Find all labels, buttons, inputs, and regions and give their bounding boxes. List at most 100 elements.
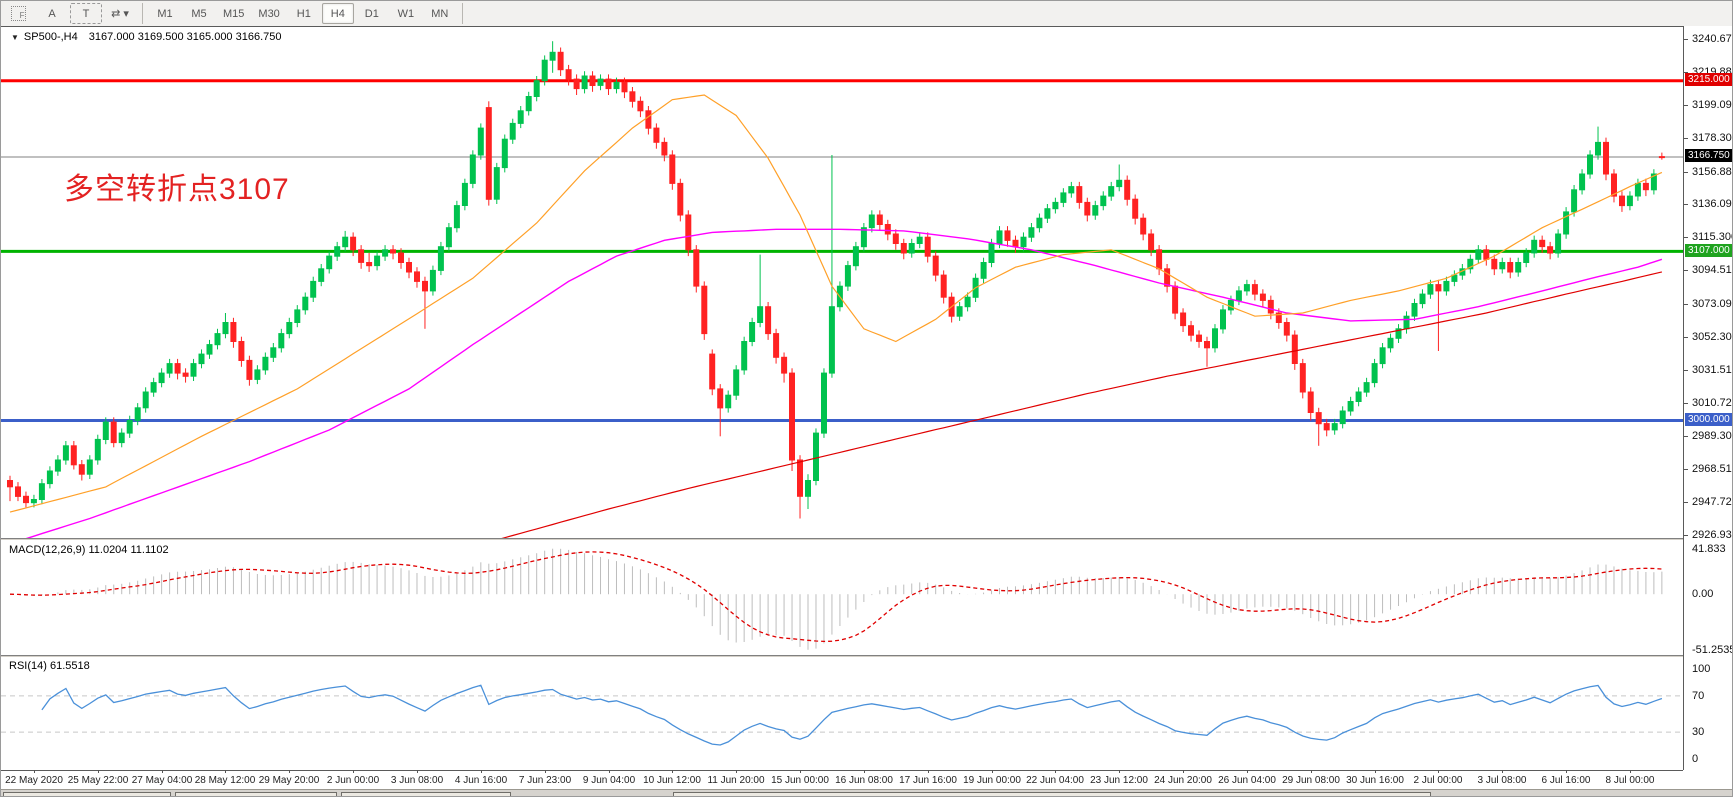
axis-tick <box>1684 172 1688 173</box>
time-axis-tick <box>1055 770 1056 773</box>
price-axis-label: 2968.510 <box>1692 463 1732 475</box>
pattern-grid-icon[interactable]: F <box>2 3 34 24</box>
symbol-period-label: SP500-,H4 <box>23 31 78 43</box>
time-axis-tick <box>1247 770 1248 773</box>
price-axis-label: 2926.930 <box>1692 529 1732 541</box>
time-axis-tick <box>417 770 418 773</box>
ohlc-values: 3167.000 3169.500 3165.000 3166.750 <box>88 31 282 43</box>
axis-tick <box>1684 502 1688 503</box>
price-axis-label: 3240.670 <box>1692 33 1732 45</box>
timeframe-button-D1[interactable]: D1 <box>364 7 379 20</box>
rsi-label: RSI(14) 61.5518 <box>9 660 90 672</box>
axis-tick <box>1684 138 1688 139</box>
axis-tick <box>1684 105 1688 106</box>
timeframe-button-W1[interactable]: W1 <box>397 7 415 20</box>
axis-tick <box>1684 39 1688 40</box>
bottom-window-tab[interactable] <box>673 792 1431 796</box>
time-axis-tick <box>98 770 99 773</box>
rsi-axis-label: 0 <box>1692 753 1699 765</box>
panel-divider[interactable] <box>1 538 1732 541</box>
price-axis-label: 2947.720 <box>1692 496 1732 508</box>
time-axis-label: 28 May 12:00 <box>194 775 256 786</box>
time-axis-tick <box>545 770 546 773</box>
axis-tick <box>1684 270 1688 271</box>
rsi-axis-label: 30 <box>1692 726 1705 738</box>
price-chart-panel[interactable] <box>1 26 1683 539</box>
time-axis-label: 8 Jul 00:00 <box>1605 775 1655 786</box>
bottom-window-tab[interactable] <box>3 792 171 796</box>
time-axis-label: 17 Jun 16:00 <box>899 775 957 786</box>
time-axis-label: 7 Jun 23:00 <box>518 775 572 786</box>
time-axis-tick <box>1311 770 1312 773</box>
time-axis-tick <box>1119 770 1120 773</box>
timeframe-button-M15[interactable]: M15 <box>223 7 245 20</box>
time-axis-label: 29 May 20:00 <box>258 775 320 786</box>
chart-annotation-text[interactable]: 多空转折点3107 <box>64 173 290 206</box>
price-axis-label: 3010.720 <box>1692 397 1732 409</box>
time-axis-label: 2 Jul 00:00 <box>1413 775 1463 786</box>
toolbar-separator <box>142 3 143 24</box>
axis-tick <box>1684 304 1688 305</box>
text-annotation-icon[interactable]: A <box>48 7 56 20</box>
time-axis-tick <box>1630 770 1631 773</box>
timeframe-button-M30[interactable]: M30 <box>258 7 280 20</box>
price-axis-label: 3094.510 <box>1692 264 1732 276</box>
time-axis-tick <box>162 770 163 773</box>
macd-indicator-panel[interactable] <box>1 542 1683 655</box>
time-axis-tick <box>1502 770 1503 773</box>
time-axis[interactable]: 22 May 2020 25 May 22:00 27 May 04:00 28 Ma… <box>1 770 1683 790</box>
cycle-lines-icon[interactable]: ⇄ ▾ <box>111 8 129 20</box>
time-axis-label: 11 Jun 20:00 <box>707 775 765 786</box>
axis-tick <box>1684 204 1688 205</box>
price-axis-label: 2989.300 <box>1692 430 1732 442</box>
time-axis-label: 16 Jun 08:00 <box>835 775 893 786</box>
time-axis-label: 30 Jun 16:00 <box>1346 775 1404 786</box>
price-axis[interactable]: 3240.6703219.8803199.0903178.3003156.880… <box>1683 26 1733 770</box>
time-axis-label: 27 May 04:00 <box>131 775 193 786</box>
time-axis-tick <box>1375 770 1376 773</box>
timeframe-button-H4[interactable]: H4 <box>321 3 354 24</box>
timeframe-button-M1[interactable]: M1 <box>157 7 173 20</box>
time-axis-label: 23 Jun 12:00 <box>1090 775 1148 786</box>
axis-tick <box>1684 237 1688 238</box>
price-axis-label: 3136.090 <box>1692 198 1732 210</box>
bottom-window-tab[interactable] <box>341 792 511 796</box>
price-level-badge: 3166.750 <box>1685 149 1732 162</box>
price-axis-label: 3052.300 <box>1692 331 1732 343</box>
time-axis-label: 9 Jun 04:00 <box>582 775 636 786</box>
axis-tick <box>1684 337 1688 338</box>
time-axis-label: 24 Jun 20:00 <box>1154 775 1212 786</box>
time-axis-tick <box>736 770 737 773</box>
panel-divider[interactable] <box>1 655 1732 658</box>
axis-tick <box>1684 436 1688 437</box>
time-axis-label: 4 Jun 16:00 <box>454 775 508 786</box>
timeframe-button-M5[interactable]: M5 <box>191 7 207 20</box>
time-axis-tick <box>353 770 354 773</box>
price-axis-label: 3073.090 <box>1692 298 1732 310</box>
time-axis-label: 3 Jun 08:00 <box>390 775 444 786</box>
time-axis-label: 26 Jun 04:00 <box>1218 775 1276 786</box>
timeframe-button-H1[interactable]: H1 <box>296 7 311 20</box>
axis-tick <box>1684 403 1688 404</box>
axis-tick <box>1684 72 1688 73</box>
time-axis-tick <box>34 770 35 773</box>
bottom-window-tab[interactable] <box>175 792 337 796</box>
time-axis-label: 29 Jun 08:00 <box>1282 775 1340 786</box>
price-axis-label: 3031.510 <box>1692 364 1732 376</box>
collapse-triangle-icon[interactable]: ▼ <box>11 33 19 42</box>
price-axis-label: 3178.300 <box>1692 132 1732 144</box>
time-axis-label: 22 May 2020 <box>5 775 63 786</box>
macd-axis-label: 41.833 <box>1692 543 1726 555</box>
time-axis-label: 6 Jul 16:00 <box>1541 775 1591 786</box>
time-axis-tick <box>672 770 673 773</box>
timeframe-button-MN[interactable]: MN <box>431 7 449 20</box>
price-axis-label: 3115.300 <box>1692 231 1733 243</box>
time-axis-label: 2 Jun 00:00 <box>326 775 380 786</box>
price-level-badge: 3107.000 <box>1685 244 1732 257</box>
text-box-icon[interactable]: T <box>70 3 102 24</box>
chart-title: ▼ SP500-,H4 3167.000 3169.500 3165.000 31… <box>11 31 282 43</box>
time-axis-tick <box>609 770 610 773</box>
rsi-indicator-panel[interactable] <box>1 658 1683 770</box>
time-axis-tick <box>864 770 865 773</box>
